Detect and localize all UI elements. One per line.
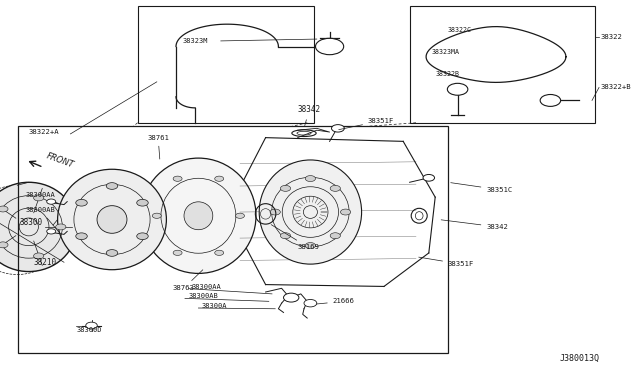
Circle shape [330, 185, 340, 191]
Circle shape [137, 199, 148, 206]
Circle shape [106, 183, 118, 189]
Text: 38342: 38342 [441, 220, 508, 230]
Text: 38351F: 38351F [419, 257, 474, 267]
Text: 38300AB: 38300AB [188, 294, 218, 299]
Text: 38342: 38342 [298, 105, 321, 126]
Circle shape [33, 253, 44, 259]
Circle shape [332, 125, 344, 132]
Circle shape [340, 209, 351, 215]
Ellipse shape [0, 182, 77, 272]
Text: 38322C: 38322C [448, 27, 472, 33]
Circle shape [106, 250, 118, 256]
Circle shape [56, 224, 66, 230]
Circle shape [76, 199, 87, 206]
Circle shape [236, 213, 244, 218]
Text: 38300A: 38300A [202, 303, 227, 309]
Text: 38322+A: 38322+A [29, 129, 60, 135]
Circle shape [423, 174, 435, 181]
Circle shape [152, 213, 161, 218]
Circle shape [540, 94, 561, 106]
Text: J380013Q: J380013Q [560, 354, 600, 363]
Ellipse shape [97, 206, 127, 233]
Circle shape [173, 176, 182, 181]
Ellipse shape [141, 158, 256, 273]
Circle shape [270, 209, 280, 215]
Circle shape [305, 176, 316, 182]
Circle shape [447, 83, 468, 95]
Text: 38323M: 38323M [182, 38, 208, 44]
Circle shape [215, 250, 224, 256]
Text: 38351C: 38351C [451, 183, 513, 193]
Text: 38300D: 38300D [77, 327, 102, 333]
Circle shape [0, 242, 8, 248]
Text: 38300AB: 38300AB [26, 207, 59, 232]
Text: 38351F: 38351F [339, 118, 394, 129]
Text: 38300: 38300 [19, 218, 42, 227]
Circle shape [137, 233, 148, 240]
Circle shape [316, 38, 344, 55]
Circle shape [76, 233, 87, 240]
Ellipse shape [184, 202, 213, 230]
Circle shape [330, 233, 340, 239]
Text: 38322: 38322 [600, 34, 622, 40]
Circle shape [86, 322, 97, 329]
Text: 38322B: 38322B [435, 71, 460, 77]
Circle shape [47, 199, 56, 204]
Ellipse shape [58, 169, 166, 270]
Circle shape [280, 185, 291, 191]
Ellipse shape [259, 160, 362, 264]
Text: 38210: 38210 [34, 258, 57, 267]
Circle shape [173, 250, 182, 256]
Text: 38323MA: 38323MA [432, 49, 460, 55]
Circle shape [33, 195, 44, 201]
Text: 38169: 38169 [271, 225, 319, 250]
Text: 38763: 38763 [173, 270, 203, 291]
Text: 21666: 21666 [316, 298, 355, 304]
Circle shape [215, 176, 224, 181]
Text: 38761: 38761 [147, 135, 169, 159]
Text: 38322+B: 38322+B [600, 84, 631, 90]
Circle shape [47, 229, 56, 234]
Text: 38300AA: 38300AA [192, 284, 221, 290]
Circle shape [284, 293, 299, 302]
Circle shape [305, 243, 316, 248]
Text: 38300AA: 38300AA [26, 192, 58, 203]
Circle shape [0, 206, 8, 212]
Circle shape [280, 233, 291, 239]
Circle shape [304, 299, 317, 307]
Text: FRONT: FRONT [45, 152, 75, 170]
